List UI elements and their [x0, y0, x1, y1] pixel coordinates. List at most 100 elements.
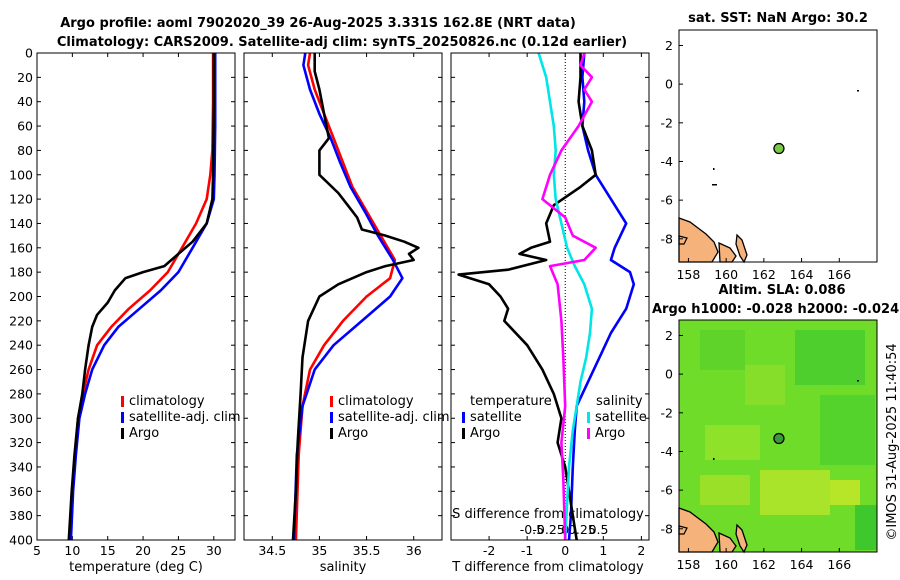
- temperature-ytick-label: 20: [17, 70, 33, 85]
- difference-s-tick-label: -0.25: [532, 522, 564, 537]
- sla-map-ytick-label: -8: [661, 521, 674, 536]
- salinity-panel: 34.5 35 35.5 36 salinity climatology satell…: [243, 52, 450, 575]
- sla-patch: [745, 365, 785, 405]
- difference-xtick-label: 1: [599, 543, 607, 558]
- legend-argo-label: Argo: [129, 426, 159, 441]
- temperature-ytick-label: 300: [9, 411, 33, 426]
- salinity-xtick-label: 36: [406, 543, 422, 558]
- salinity-xtick-label: 35.5: [353, 543, 381, 558]
- temperature-ytick-label: 220: [9, 313, 33, 328]
- difference-line-salinity-satellite: [537, 52, 594, 541]
- sla-patch: [795, 330, 865, 385]
- salinity-xtick-label: 35: [311, 543, 327, 558]
- difference-s-tick-label: 0.5: [589, 522, 609, 537]
- legend-satellite-label: satellite-adj. clim: [338, 410, 450, 425]
- temperature-line-satellite-adj-clim: [69, 53, 217, 541]
- sst-reef-dot: [857, 90, 859, 92]
- difference-s-tick-label: -0.5: [520, 522, 544, 537]
- sla-map-ytick-label: -2: [661, 405, 673, 420]
- sst-reef-dot: [712, 184, 717, 186]
- temperature-ytick-label: 140: [9, 216, 33, 231]
- temperature-series: [67, 53, 217, 541]
- salinity-xtick-label: 34.5: [258, 543, 286, 558]
- temperature-axes-frame: [36, 52, 236, 541]
- legend-satellite-label: satellite-adj. clim: [129, 410, 241, 425]
- temperature-axis-ticks: 5 10 15 20 25 3002040608010012014016018020022…: [9, 46, 235, 558]
- temperature-ytick-label: 0: [25, 46, 33, 61]
- sla-patch: [830, 480, 860, 505]
- sst-map-xtick-label: 164: [790, 267, 814, 282]
- difference-xtick-label: -1: [521, 543, 533, 558]
- temperature-ytick-label: 320: [9, 435, 33, 450]
- sst-map-ytick-label: -4: [661, 154, 674, 169]
- sla-reef-dot: [713, 458, 715, 460]
- salinity-series: [291, 52, 420, 541]
- sst-map-axis-ticks: 158 160 162 164 166 2 0 -2 -4 -6 -8: [661, 38, 852, 282]
- temperature-ytick-label: 240: [9, 338, 33, 353]
- sla-map-axis-ticks: 158 160 162 164 166 2 0 -2 -4 -6 -8: [661, 328, 852, 572]
- sst-map-frame: [678, 29, 878, 263]
- sla-map-title1: Altim. SLA: 0.086: [719, 283, 846, 298]
- legend-climatology-label: climatology: [338, 394, 414, 409]
- sla-map-frame: [678, 319, 878, 553]
- temperature-ytick-label: 260: [9, 362, 33, 377]
- sst-map-ytick-label: 0: [665, 77, 673, 92]
- sla-map-ytick-label: -6: [661, 483, 674, 498]
- sla-map-title2: Argo h1000: -0.028 h2000: -0.024: [652, 302, 899, 317]
- legend-temperature-argo-label: Argo: [470, 426, 500, 441]
- sla-map-xtick-label: 160: [714, 557, 738, 572]
- sla-map-ytick-label: -4: [661, 444, 674, 459]
- legend-temperature-argo-swatch: [462, 428, 465, 439]
- difference-salinity-legend: salinity satellite Argo: [587, 394, 647, 441]
- temperature-xtick-label: 30: [206, 543, 222, 558]
- temperature-line-climatology: [68, 53, 215, 541]
- salinity-line-satellite-adj-clim: [292, 52, 404, 541]
- sla-patch: [820, 395, 875, 465]
- temperature-xtick-label: 5: [33, 543, 41, 558]
- temperature-ytick-label: 180: [9, 265, 33, 280]
- difference-axes-frame: [450, 52, 650, 541]
- legend-temperature-satellite-label: satellite: [470, 410, 522, 425]
- temperature-ytick-label: 80: [17, 143, 33, 158]
- legend-temperature-satellite-swatch: [462, 412, 465, 423]
- sla-map-xtick-label: 158: [676, 557, 700, 572]
- difference-line-temperature-argo: [457, 53, 597, 541]
- temperature-xtick-label: 20: [135, 543, 151, 558]
- sla-map-ytick-label: 2: [665, 328, 673, 343]
- sla-map-ytick-label: 0: [665, 367, 673, 382]
- difference-xtick-label: 0: [561, 543, 569, 558]
- legend-argo-label: Argo: [338, 426, 368, 441]
- sst-map-ytick-label: -2: [661, 115, 673, 130]
- temperature-ytick-label: 360: [9, 484, 33, 499]
- legend-salinity-title: salinity: [596, 394, 643, 409]
- temperature-ytick-label: 280: [9, 386, 33, 401]
- sla-map-xtick-label: 162: [752, 557, 776, 572]
- legend-climatology-label: climatology: [129, 394, 205, 409]
- difference-s-xlabel: S difference from climatology: [452, 507, 644, 522]
- salinity-xlabel: salinity: [320, 560, 367, 575]
- legend-argo-swatch: [330, 428, 333, 439]
- legend-temperature-title: temperature: [470, 394, 552, 409]
- copyright-stamp: ©IMOS 31-Aug-2025 11:40:54: [885, 343, 900, 540]
- temperature-line-argo: [67, 53, 216, 541]
- temperature-ytick-label: 200: [9, 289, 33, 304]
- sla-map-panel: Altim. SLA: 0.086 Argo h1000: -0.028 h20…: [652, 283, 899, 572]
- sst-map-xtick-label: 160: [714, 267, 738, 282]
- sla-map-coastline: [678, 380, 859, 554]
- salinity-line-argo: [291, 53, 420, 541]
- temperature-ytick-label: 400: [9, 533, 33, 548]
- figure-title-line2: Climatology: CARS2009. Satellite-adj cli…: [57, 35, 627, 50]
- salinity-line-climatology: [294, 52, 397, 541]
- difference-xtick-label: -2: [483, 543, 495, 558]
- sst-island-small: [718, 241, 737, 263]
- temperature-ytick-label: 340: [9, 459, 33, 474]
- temperature-ytick-label: 40: [17, 94, 33, 109]
- sst-map-xtick-label: 162: [752, 267, 776, 282]
- sst-argo-marker: [773, 142, 785, 155]
- sla-field-patches: [700, 330, 877, 550]
- temperature-xtick-label: 15: [100, 543, 116, 558]
- sla-patch: [700, 475, 750, 505]
- sst-map-panel: sat. SST: NaN Argo: 30.2 158 160 162 164 166…: [661, 11, 878, 282]
